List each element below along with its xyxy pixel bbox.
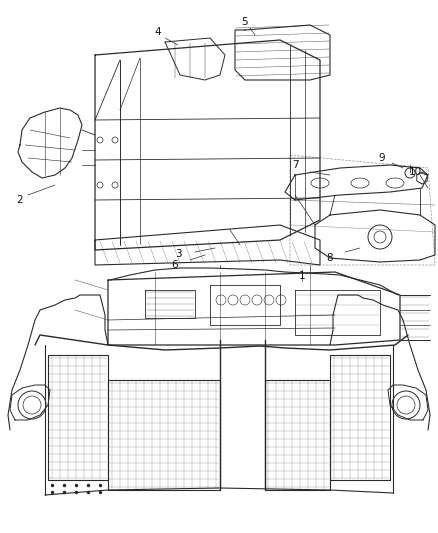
Text: 6: 6	[172, 260, 178, 270]
Text: 10: 10	[409, 167, 421, 177]
Text: 2: 2	[17, 195, 23, 205]
Text: 8: 8	[327, 253, 333, 263]
Text: 9: 9	[379, 153, 385, 163]
Text: 7: 7	[292, 160, 298, 170]
Text: 4: 4	[155, 27, 161, 37]
Text: 3: 3	[175, 249, 181, 259]
Text: 1: 1	[299, 271, 305, 281]
Text: 5: 5	[242, 17, 248, 27]
